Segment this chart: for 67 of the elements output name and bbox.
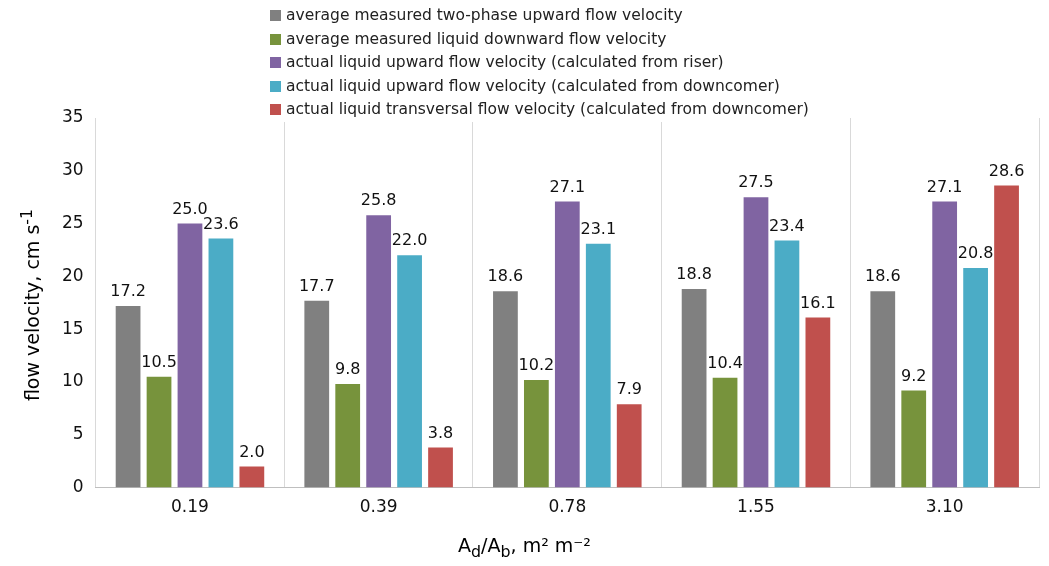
bar (585, 243, 611, 488)
bar (177, 223, 203, 488)
bar (208, 238, 234, 488)
bar (681, 289, 707, 488)
y-tick-label: 10 (61, 370, 84, 391)
data-label: 22.0 (391, 230, 428, 250)
y-tick-label: 35 (61, 106, 84, 127)
bar (524, 379, 549, 488)
bar (901, 390, 927, 488)
data-label: 17.2 (110, 281, 146, 301)
data-label: 23.4 (769, 215, 805, 235)
data-label: 2.0 (239, 441, 265, 461)
legend-label: actual liquid upward flow velocity (calculated from downcomer) (286, 75, 780, 97)
data-label: 18.8 (676, 264, 712, 284)
bar (366, 215, 392, 488)
bar (493, 291, 518, 488)
x-tick-label: 0.19 (171, 496, 209, 517)
data-label: 25.8 (360, 190, 397, 210)
bar (115, 305, 141, 488)
bar (743, 197, 769, 488)
data-label: 18.6 (487, 266, 524, 286)
bar (616, 404, 642, 488)
data-label: 20.8 (957, 243, 994, 263)
y-tick-label: 25 (61, 212, 84, 233)
bar (428, 447, 453, 488)
x-tick-label: 0.39 (359, 496, 398, 517)
y-tick-label: 15 (61, 317, 84, 338)
bar (335, 384, 361, 488)
bar (805, 317, 831, 488)
bar (932, 201, 958, 488)
data-label: 27.1 (926, 176, 963, 196)
x-tick-label: 3.10 (925, 496, 964, 517)
x-tick-label: 0.78 (548, 496, 587, 517)
bar (146, 376, 172, 488)
bar (774, 240, 800, 488)
bar (963, 267, 988, 488)
data-label: 10.2 (518, 355, 555, 375)
y-tick-label: 30 (61, 159, 84, 180)
bar (397, 255, 422, 488)
data-label: 18.6 (864, 266, 901, 286)
data-label: 16.1 (800, 292, 836, 312)
bar (239, 466, 265, 488)
data-label: 10.4 (707, 352, 743, 372)
y-tick-label: 5 (72, 423, 84, 444)
data-label: 28.6 (988, 160, 1025, 180)
legend-label: actual liquid transversal flow velocity (calculated from downcomer) (286, 99, 809, 120)
data-label: 10.5 (141, 351, 177, 371)
bar (994, 185, 1019, 488)
bar (712, 377, 738, 488)
x-axis-title: A$_{d}$/A$_{b}$, m² m⁻² (457, 534, 592, 561)
data-label: 17.7 (298, 275, 335, 295)
bar (554, 201, 580, 488)
x-tick-label: 1.55 (737, 496, 775, 517)
data-label: 9.8 (334, 359, 361, 379)
bar (304, 300, 330, 488)
legend-label: average measured liquid downward flow velocity (286, 28, 667, 50)
data-label: 3.8 (427, 422, 454, 442)
data-label: 9.2 (900, 365, 927, 385)
legend-label: average measured two-phase upward flow velocity (286, 5, 683, 26)
legend-label: actual liquid upward flow velocity (calculated from riser) (286, 52, 724, 73)
data-label: 7.9 (616, 379, 642, 399)
bar (870, 291, 896, 488)
data-label: 23.1 (580, 218, 617, 238)
y-tick-label: 0 (72, 476, 84, 497)
data-label: 27.1 (549, 176, 586, 196)
data-label: 27.5 (738, 172, 774, 192)
y-tick-label: 20 (61, 264, 84, 285)
